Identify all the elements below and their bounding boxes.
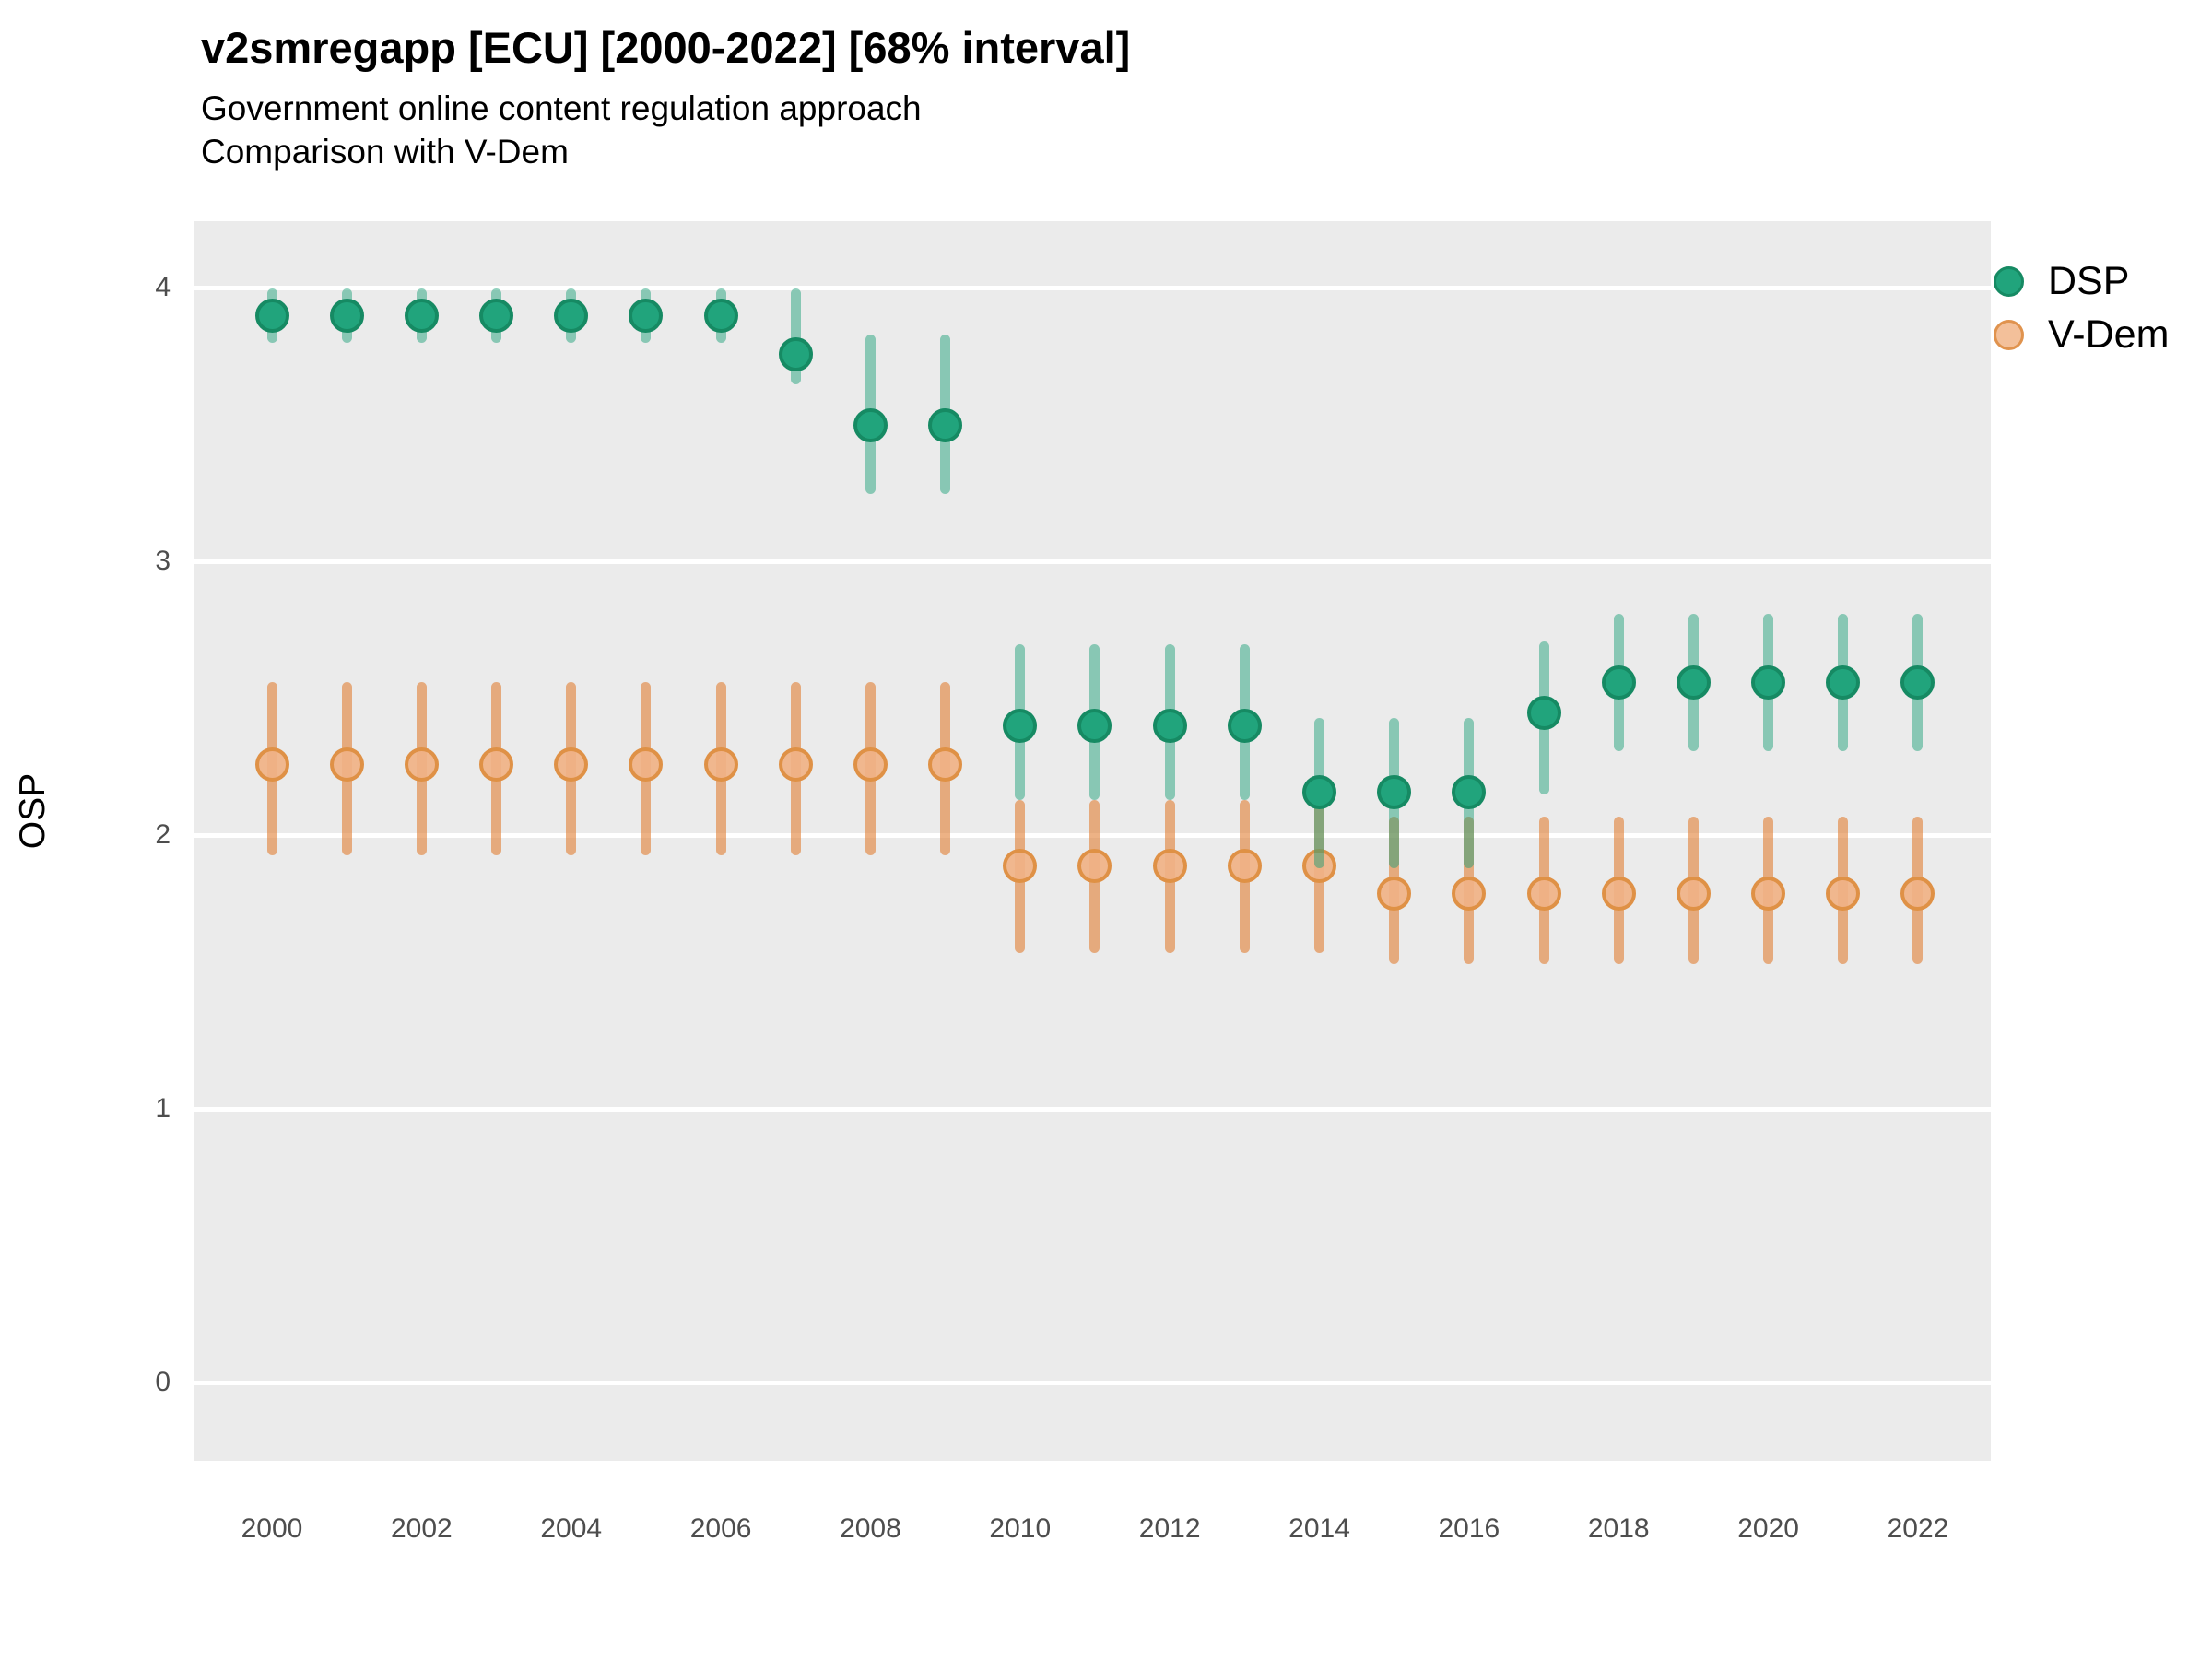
dsp-point-2017 — [1526, 695, 1561, 730]
vdem-point-2004 — [554, 747, 589, 782]
x-tick-label-2000: 2000 — [241, 1513, 303, 1544]
vdem-point-2011 — [1077, 848, 1112, 883]
dsp-point-2018 — [1601, 665, 1636, 700]
dsp-point-2003 — [479, 298, 514, 333]
chart-title: v2smregapp [ECU] [2000-2022] [68% interv… — [201, 23, 1131, 72]
x-tick-label-2006: 2006 — [689, 1513, 752, 1544]
dsp-point-2019 — [1676, 665, 1711, 700]
x-tick-label-2004: 2004 — [540, 1513, 603, 1544]
vdem-point-2018 — [1601, 876, 1636, 911]
chart-subtitle: Government online content regulation app… — [201, 87, 922, 173]
gridline-y-0 — [194, 1381, 1991, 1386]
vdem-point-2022 — [1900, 876, 1936, 911]
dsp-point-2009 — [928, 407, 963, 442]
vdem-point-2003 — [479, 747, 514, 782]
vdem-point-2021 — [1826, 876, 1861, 911]
vdem-point-2012 — [1152, 848, 1187, 883]
dsp-point-2001 — [329, 298, 364, 333]
dsp-point-2004 — [554, 298, 589, 333]
x-tick-label-2014: 2014 — [1288, 1513, 1350, 1544]
gridline-y-4 — [194, 286, 1991, 291]
chart-subtitle-line2: Comparison with V-Dem — [201, 133, 569, 171]
gridline-y-1 — [194, 1107, 1991, 1112]
vdem-point-2006 — [703, 747, 738, 782]
legend-item-dsp: DSP — [1994, 259, 2129, 304]
dsp-point-2020 — [1751, 665, 1786, 700]
dsp-legend-dot-icon — [1994, 266, 2024, 297]
vdem-point-2013 — [1227, 848, 1262, 883]
dsp-point-2022 — [1900, 665, 1936, 700]
vdem-point-2002 — [404, 747, 439, 782]
x-tick-label-2016: 2016 — [1438, 1513, 1500, 1544]
dsp-point-2008 — [853, 407, 888, 442]
vdem-legend-label: V-Dem — [2048, 312, 2170, 357]
dsp-point-2010 — [1003, 709, 1038, 744]
dsp-point-2005 — [629, 298, 664, 333]
vdem-point-2015 — [1377, 876, 1412, 911]
vdem-point-2008 — [853, 747, 888, 782]
x-tick-label-2010: 2010 — [989, 1513, 1052, 1544]
x-tick-label-2012: 2012 — [1138, 1513, 1201, 1544]
dsp-point-2016 — [1452, 774, 1487, 809]
x-tick-label-2020: 2020 — [1737, 1513, 1799, 1544]
y-tick-label-2: 2 — [155, 818, 171, 850]
vdem-point-2000 — [254, 747, 289, 782]
x-tick-label-2002: 2002 — [390, 1513, 453, 1544]
dsp-point-2006 — [703, 298, 738, 333]
y-tick-label-1: 1 — [155, 1092, 171, 1124]
dsp-point-2002 — [404, 298, 439, 333]
vdem-point-2017 — [1526, 876, 1561, 911]
vdem-point-2014 — [1302, 848, 1337, 883]
vdem-point-2009 — [928, 747, 963, 782]
vdem-point-2001 — [329, 747, 364, 782]
vdem-point-2007 — [778, 747, 813, 782]
dsp-legend-label: DSP — [2048, 259, 2130, 303]
dsp-point-2007 — [778, 336, 813, 371]
y-tick-label-3: 3 — [155, 545, 171, 576]
dsp-point-2013 — [1227, 709, 1262, 744]
dsp-errorbar-2007 — [790, 288, 801, 384]
legend-item-vdem: V-Dem — [1994, 312, 2169, 358]
vdem-point-2005 — [629, 747, 664, 782]
dsp-point-2011 — [1077, 709, 1112, 744]
dsp-point-2012 — [1152, 709, 1187, 744]
x-tick-label-2018: 2018 — [1587, 1513, 1650, 1544]
gridline-y-3 — [194, 559, 1991, 565]
dsp-point-2000 — [254, 298, 289, 333]
vdem-point-2020 — [1751, 876, 1786, 911]
y-tick-label-4: 4 — [155, 271, 171, 302]
y-axis-title: OSP — [13, 772, 53, 850]
plot-area — [194, 221, 1991, 1461]
dsp-point-2021 — [1826, 665, 1861, 700]
vdem-legend-dot-icon — [1994, 320, 2024, 350]
y-tick-label-0: 0 — [155, 1366, 171, 1397]
vdem-point-2019 — [1676, 876, 1711, 911]
dsp-point-2015 — [1377, 774, 1412, 809]
vdem-point-2016 — [1452, 876, 1487, 911]
x-tick-label-2008: 2008 — [840, 1513, 901, 1544]
x-tick-label-2022: 2022 — [1887, 1513, 1949, 1544]
dsp-point-2014 — [1302, 774, 1337, 809]
vdem-point-2010 — [1003, 848, 1038, 883]
chart-subtitle-line1: Government online content regulation app… — [201, 89, 922, 127]
